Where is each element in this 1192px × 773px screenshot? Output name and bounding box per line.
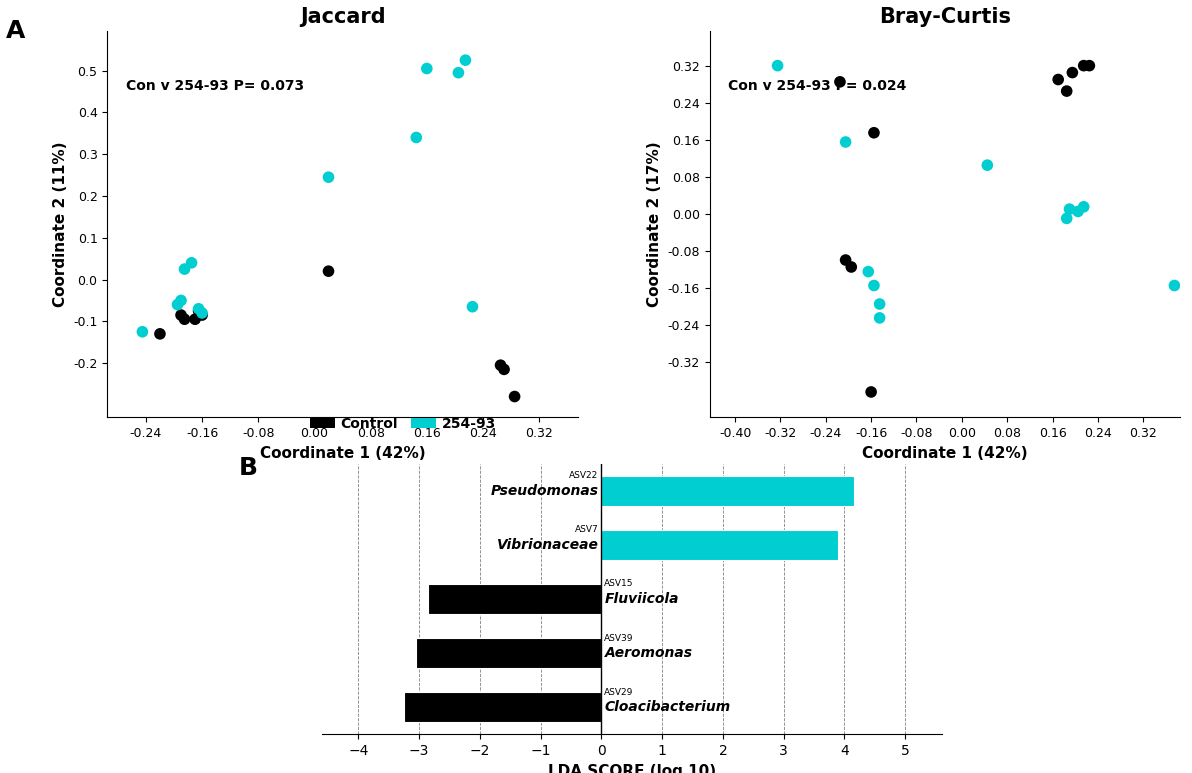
- Point: [186, 313, 205, 325]
- Point: [864, 279, 883, 291]
- Text: ASV7: ASV7: [575, 526, 598, 534]
- Bar: [602, 476, 853, 506]
- Point: [190, 302, 209, 315]
- Bar: [428, 584, 602, 614]
- Point: [862, 386, 881, 398]
- Point: [132, 325, 151, 338]
- Point: [1057, 213, 1076, 225]
- Point: [977, 159, 997, 172]
- X-axis label: Coordinate 1 (42%): Coordinate 1 (42%): [260, 446, 426, 461]
- Point: [406, 131, 426, 144]
- Text: Con v 254-93 P= 0.073: Con v 254-93 P= 0.073: [126, 80, 304, 94]
- Point: [190, 305, 209, 317]
- Point: [1074, 201, 1093, 213]
- Point: [858, 265, 877, 278]
- Point: [1074, 60, 1093, 72]
- Point: [491, 359, 510, 371]
- Point: [182, 257, 201, 269]
- Legend: Control, 254-93: Control, 254-93: [304, 411, 502, 436]
- Point: [495, 363, 514, 376]
- Point: [168, 298, 187, 311]
- Point: [319, 265, 339, 278]
- Point: [193, 307, 212, 319]
- Point: [1068, 206, 1087, 218]
- Text: Vibrionaceae: Vibrionaceae: [496, 538, 598, 552]
- Bar: [416, 638, 602, 668]
- Point: [172, 309, 191, 322]
- Point: [455, 54, 474, 66]
- Text: ASV39: ASV39: [604, 634, 634, 642]
- Point: [836, 254, 855, 266]
- Point: [417, 63, 436, 75]
- Text: A: A: [6, 19, 25, 43]
- Point: [870, 312, 889, 324]
- Point: [842, 261, 861, 273]
- Bar: [602, 530, 838, 560]
- Point: [831, 76, 850, 88]
- Text: ASV15: ASV15: [604, 580, 634, 588]
- Point: [150, 328, 169, 340]
- Point: [172, 295, 191, 307]
- Bar: [404, 693, 602, 722]
- Y-axis label: Coordinate 2 (17%): Coordinate 2 (17%): [647, 141, 662, 307]
- Y-axis label: Coordinate 2 (11%): Coordinate 2 (11%): [52, 141, 68, 307]
- X-axis label: Coordinate 1 (42%): Coordinate 1 (42%): [862, 446, 1028, 461]
- Point: [1049, 73, 1068, 86]
- Point: [1080, 60, 1099, 72]
- Text: ASV22: ASV22: [569, 472, 598, 480]
- Title: Jaccard: Jaccard: [299, 7, 385, 26]
- Point: [175, 313, 194, 325]
- Title: Bray-Curtis: Bray-Curtis: [879, 7, 1011, 26]
- Text: Con v 254-93 P= 0.024: Con v 254-93 P= 0.024: [728, 80, 907, 94]
- Point: [768, 60, 787, 72]
- Point: [505, 390, 524, 403]
- Point: [175, 263, 194, 275]
- Point: [1063, 66, 1082, 79]
- Point: [319, 171, 339, 183]
- Point: [193, 309, 212, 322]
- Point: [870, 298, 889, 310]
- X-axis label: LDA SCORE (log 10): LDA SCORE (log 10): [547, 764, 716, 773]
- Text: ASV29: ASV29: [604, 688, 634, 696]
- Point: [449, 66, 468, 79]
- Text: Fluviicola: Fluviicola: [604, 592, 679, 606]
- Text: B: B: [238, 456, 257, 480]
- Point: [836, 136, 855, 148]
- Point: [1057, 85, 1076, 97]
- Point: [1165, 279, 1184, 291]
- Text: Cloacibacterium: Cloacibacterium: [604, 700, 731, 714]
- Text: Aeromonas: Aeromonas: [604, 646, 693, 660]
- Point: [1060, 203, 1079, 216]
- Point: [864, 127, 883, 139]
- Text: Pseudomonas: Pseudomonas: [490, 484, 598, 498]
- Point: [462, 301, 482, 313]
